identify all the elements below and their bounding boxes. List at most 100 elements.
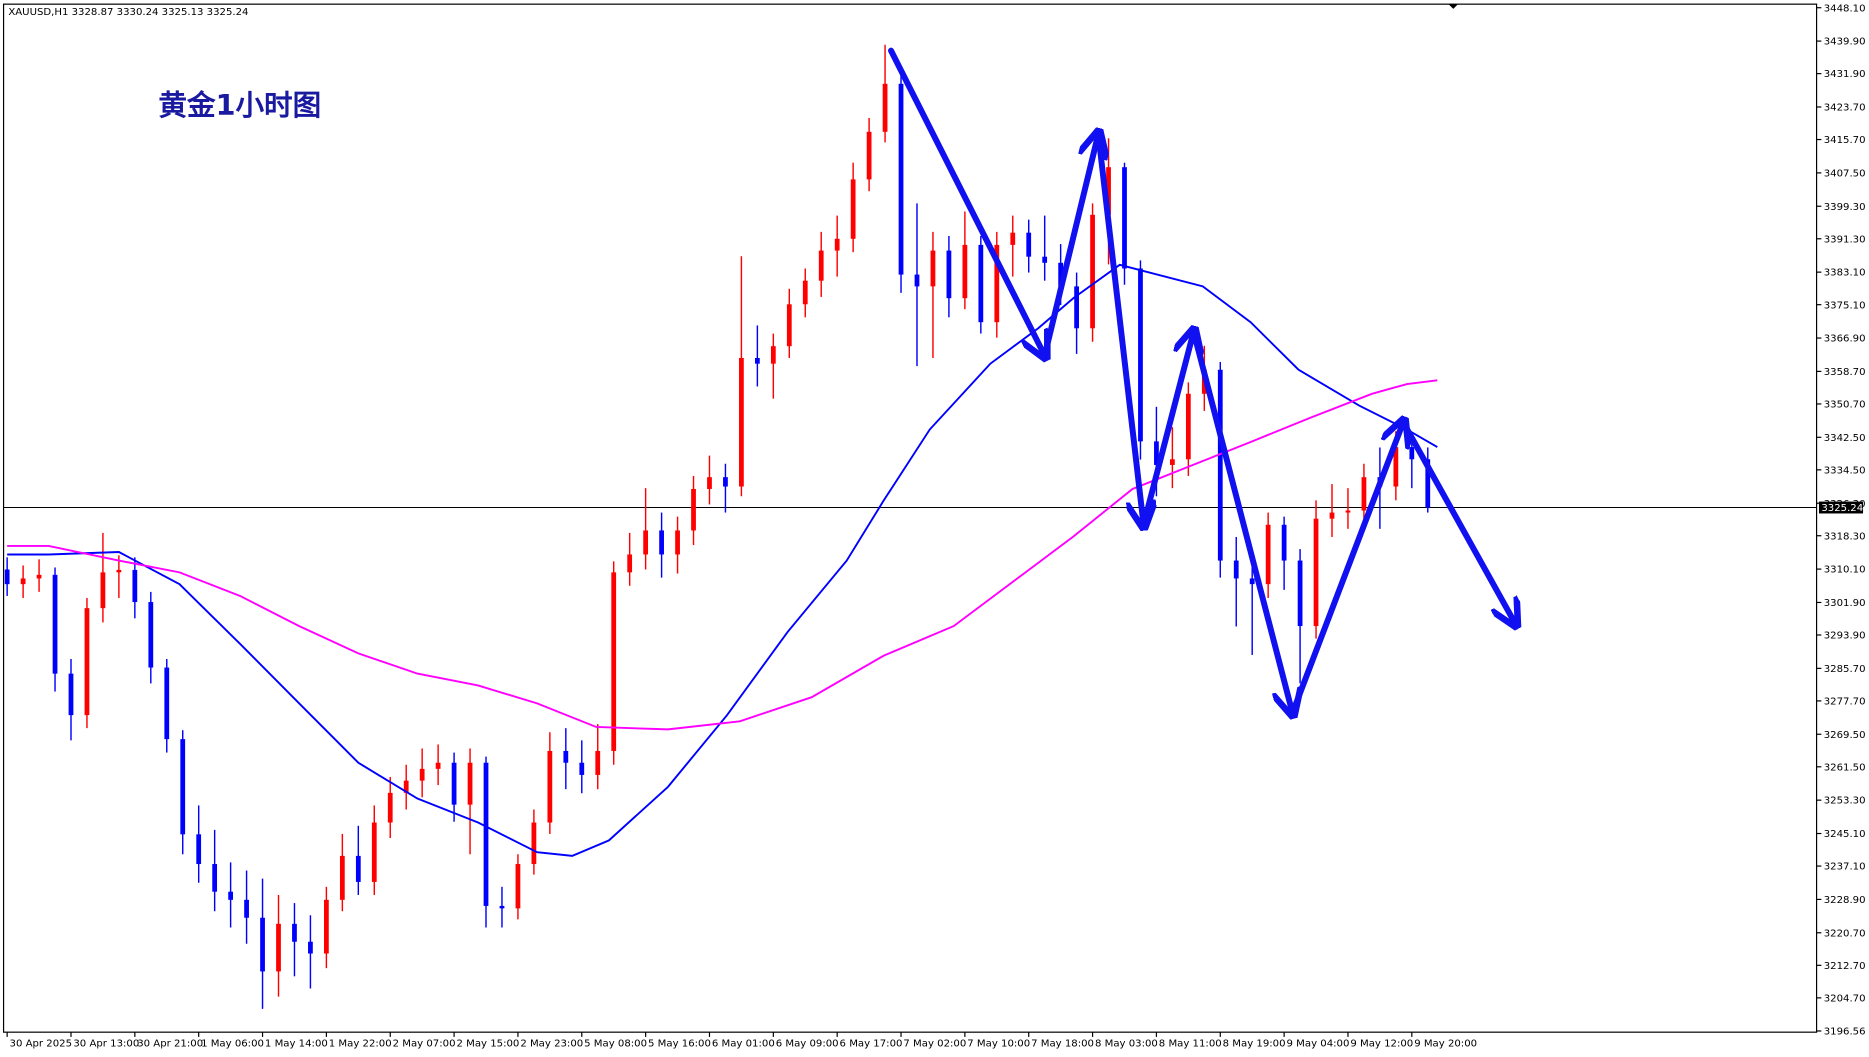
candle-body (802, 280, 808, 305)
y-tick-label: 3439.90 (1824, 37, 1866, 48)
y-tick-label: 3228.90 (1824, 895, 1866, 906)
candle-body (1329, 512, 1335, 519)
candle-body (531, 822, 537, 865)
candle-body (403, 780, 409, 793)
candle-body (1026, 232, 1032, 257)
candle-body (228, 891, 233, 900)
candle-body (371, 822, 377, 882)
candle-body (1138, 268, 1143, 442)
y-tick-label: 3358.70 (1824, 367, 1866, 378)
candle-body (818, 250, 824, 281)
shift-marker (1448, 4, 1459, 9)
y-tick-label: 3383.10 (1824, 268, 1866, 279)
x-tick-label: 30 Apr 2025 (10, 1038, 73, 1049)
x-tick-label: 9 May 12:00 (1350, 1038, 1413, 1049)
candle-body (770, 346, 776, 364)
x-tick-label: 1 May 14:00 (265, 1038, 328, 1049)
candle-body (994, 244, 1000, 323)
candle-body (355, 855, 361, 882)
candle-body (882, 83, 888, 132)
candle-body (52, 574, 58, 674)
x-tick-label: 1 May 22:00 (329, 1038, 392, 1049)
y-tick-label: 3212.70 (1824, 961, 1866, 972)
candle-body (1345, 510, 1351, 513)
candle-body (451, 762, 457, 805)
candle-body (627, 554, 633, 573)
arrow (888, 47, 1045, 356)
candle-body (1313, 518, 1319, 627)
candle-body (308, 941, 313, 954)
candle-body (419, 768, 425, 781)
candle-body (116, 569, 122, 573)
candle-body (244, 899, 249, 918)
x-tick-label: 5 May 16:00 (648, 1038, 711, 1049)
y-tick-label: 3423.70 (1824, 103, 1866, 114)
candle-body (36, 574, 42, 579)
candle-body (1154, 441, 1159, 465)
candle-body (339, 855, 345, 900)
arrow (1041, 134, 1099, 359)
chart-title: 黄金1小时图 (158, 88, 321, 122)
y-tick-label: 3342.50 (1824, 433, 1866, 444)
y-tick-label: 3407.50 (1824, 168, 1866, 179)
x-tick-label: 8 May 03:00 (1095, 1038, 1158, 1049)
candle-body (1170, 459, 1175, 465)
candle-body (1074, 286, 1079, 329)
candle-body (978, 244, 984, 323)
y-tick-label: 3448.10 (1824, 3, 1866, 14)
candle-body (946, 250, 952, 299)
x-tick-label: 30 Apr 13:00 (73, 1038, 139, 1049)
y-tick-label: 3318.30 (1824, 531, 1866, 542)
candle-body (1090, 214, 1095, 329)
symbol-info: XAUUSD,H1 3328.87 3330.24 3325.13 3325.2… (8, 7, 248, 18)
candle-body (1425, 459, 1431, 508)
candle-body (180, 739, 186, 835)
candle-body (467, 762, 473, 805)
arrow (1400, 419, 1515, 623)
candle-body (739, 357, 744, 487)
y-tick-label: 3391.30 (1824, 234, 1866, 245)
y-tick-label: 3277.70 (1824, 696, 1866, 707)
candle-body (1393, 447, 1399, 487)
y-tick-label: 3293.90 (1824, 631, 1866, 642)
y-tick-label: 3220.70 (1824, 928, 1866, 939)
candle-body (1122, 167, 1127, 269)
candle-body (1361, 477, 1367, 511)
candle-body (292, 923, 297, 942)
current-price-box (1818, 501, 1864, 514)
candle-body (1297, 560, 1303, 627)
candle-body (4, 569, 10, 585)
candle-body (1281, 524, 1287, 561)
candle-body (1265, 524, 1271, 585)
candle-body (212, 864, 218, 892)
y-tick-label: 3204.70 (1824, 993, 1866, 1004)
y-tick-label: 3399.30 (1824, 202, 1866, 213)
candle-body (866, 131, 872, 180)
y-tick-label: 3366.90 (1824, 334, 1866, 345)
candle-body (723, 477, 728, 487)
candle-body (643, 530, 649, 555)
x-tick-label: 8 May 11:00 (1159, 1038, 1222, 1049)
candle-body (132, 569, 138, 603)
x-tick-label: 9 May 20:00 (1414, 1038, 1477, 1049)
candle-body (1217, 369, 1223, 561)
y-tick-label: 3253.30 (1824, 796, 1866, 807)
x-tick-label: 8 May 19:00 (1223, 1038, 1286, 1049)
x-tick-label: 7 May 18:00 (1031, 1038, 1094, 1049)
candle-body (834, 238, 840, 251)
candle-body (164, 667, 170, 740)
candle-body (1058, 262, 1064, 287)
y-tick-label: 3196.56 (1824, 1027, 1866, 1038)
candle-body (579, 762, 585, 775)
candle-body (84, 608, 90, 716)
y-tick-label: 3261.50 (1824, 762, 1866, 773)
current-price-label: 3325.24 (1821, 503, 1863, 514)
candle-body (659, 530, 664, 555)
candle-body (1409, 447, 1415, 460)
candle-body (930, 250, 936, 287)
candle-body (547, 750, 553, 823)
moving-average (7, 263, 1438, 857)
x-tick-label: 9 May 04:00 (1287, 1038, 1350, 1049)
arrow (1190, 328, 1293, 713)
